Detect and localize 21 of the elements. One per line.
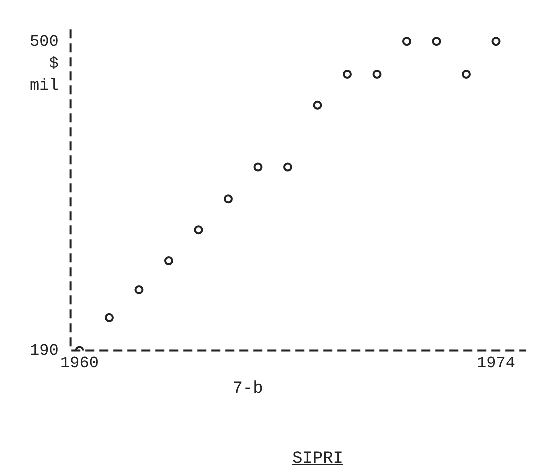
point <box>313 100 322 110</box>
y-tick-label: 500 <box>30 32 59 51</box>
point <box>492 37 501 46</box>
point <box>372 70 382 79</box>
text: 7-b <box>232 380 264 399</box>
point <box>224 194 233 204</box>
point <box>164 256 174 266</box>
point <box>342 70 352 79</box>
y-tick-label: 190 <box>30 342 59 360</box>
point <box>402 37 412 46</box>
text: SIPRI <box>291 450 344 469</box>
point <box>462 70 471 79</box>
x-tick-label: 1960 <box>60 354 99 373</box>
y-axis-title: $ mil <box>30 54 59 95</box>
point <box>283 162 292 172</box>
x-tick-label: 1974 <box>477 354 516 373</box>
point <box>104 313 114 322</box>
point <box>134 285 144 294</box>
point <box>194 226 204 235</box>
point <box>254 162 263 172</box>
point <box>432 37 442 46</box>
